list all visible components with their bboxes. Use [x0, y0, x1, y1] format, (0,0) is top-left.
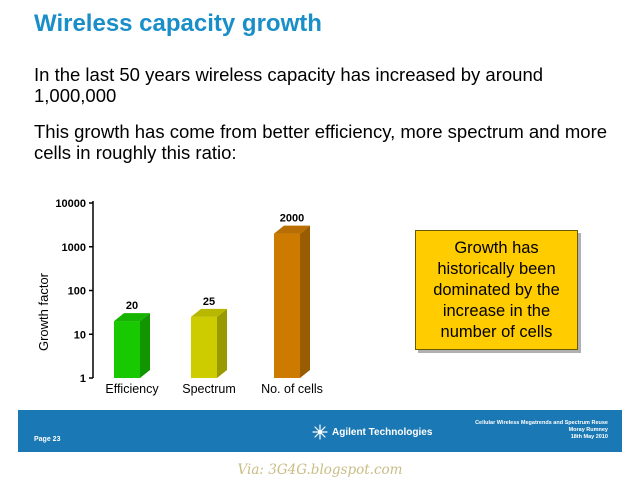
bars: 20 Efficiency 25 Spectrum 2000 No. of cells — [105, 213, 323, 396]
bar-side — [217, 308, 227, 378]
source-watermark: Via: 3G4G.blogspot.com — [237, 462, 403, 478]
bar-top — [114, 313, 150, 322]
bar-front — [114, 321, 140, 378]
company-logo: Agilent Technologies — [312, 424, 432, 440]
y-tick-label: 10 — [74, 329, 86, 341]
y-tick-label: 100 — [68, 286, 86, 298]
bar-value-label: 20 — [126, 300, 138, 312]
bar-efficiency: 20 Efficiency — [105, 300, 159, 396]
bar-front — [274, 233, 300, 378]
y-axis: 1 10 100 1000 10000 — [55, 198, 94, 385]
y-tick-label: 1 — [80, 373, 86, 385]
bar-front — [191, 316, 217, 378]
callout-box: Growth has historically been dominated b… — [415, 230, 578, 350]
growth-bar-chart: Growth factor 1 10 100 1000 10000 20 Efficien… — [36, 198, 323, 396]
bar-value-label: 2000 — [280, 213, 304, 225]
y-axis-label: Growth factor — [36, 272, 51, 351]
slide-title: Wireless capacity growth — [34, 10, 322, 37]
bar-no-of-cells: 2000 No. of cells — [261, 213, 323, 396]
x-category-label: Spectrum — [182, 382, 236, 396]
presentation-title: Cellular Wireless Megatrends and Spectru… — [475, 420, 608, 426]
bar-side — [140, 313, 150, 378]
spark-logo-icon — [312, 424, 328, 440]
intro-paragraph: In the last 50 years wireless capacity h… — [34, 64, 544, 106]
company-name: Agilent Technologies — [332, 426, 433, 438]
bar-spectrum: 25 Spectrum — [182, 296, 236, 396]
bar-side — [300, 225, 310, 378]
bar-top — [274, 225, 310, 234]
bar-top — [191, 308, 227, 317]
presentation-date: 18th May 2010 — [570, 434, 608, 440]
x-category-label: Efficiency — [105, 382, 159, 396]
y-tick-label: 10000 — [55, 198, 86, 210]
x-category-label: No. of cells — [261, 382, 323, 396]
y-tick-label: 1000 — [62, 242, 86, 254]
growth-paragraph: This growth has come from better efficie… — [34, 121, 608, 163]
page-number: Page 23 — [34, 436, 61, 443]
presenter-name: Moray Rumney — [568, 427, 608, 433]
bar-value-label: 25 — [203, 296, 215, 308]
footer-meta: Cellular Wireless Megatrends and Spectru… — [475, 420, 608, 441]
